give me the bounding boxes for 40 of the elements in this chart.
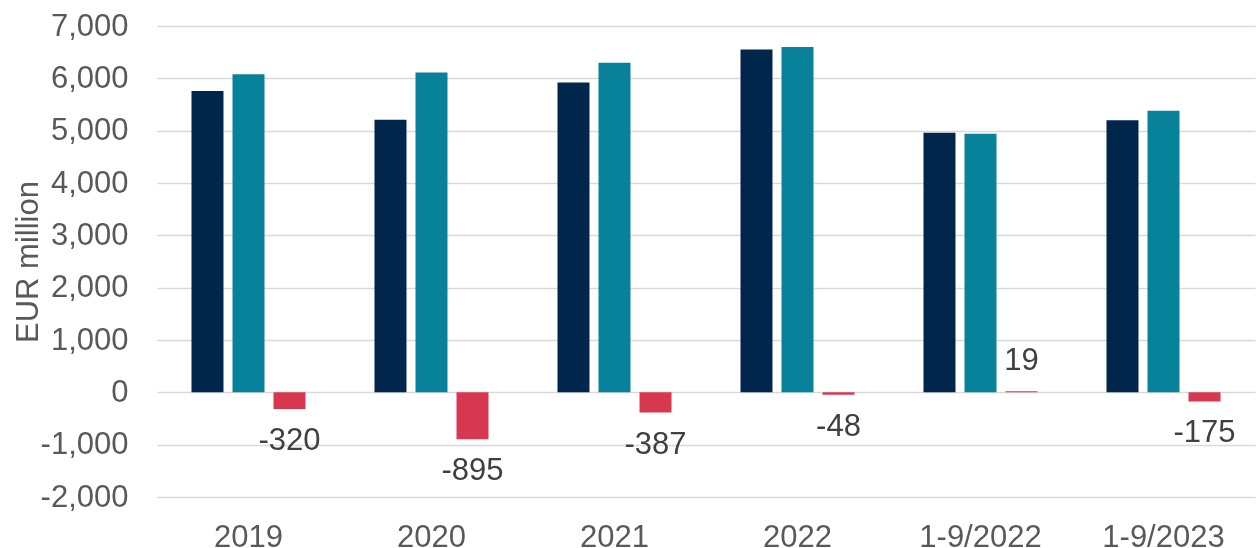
bar <box>964 133 997 393</box>
y-tick-label: 1,000 <box>50 321 129 357</box>
bar <box>191 90 224 393</box>
y-tick-label: 4,000 <box>50 164 129 200</box>
y-tick-label: 6,000 <box>50 59 129 95</box>
x-tick-label: 1-9/2022 <box>919 518 1042 548</box>
bar <box>273 392 306 410</box>
bar <box>557 82 590 393</box>
bar <box>1106 120 1139 393</box>
x-tick-label: 2021 <box>580 518 649 548</box>
data-label: -175 <box>1173 414 1236 450</box>
bar <box>1188 392 1221 402</box>
bar <box>232 74 265 393</box>
y-tick-label: 0 <box>111 373 129 409</box>
x-tick-label: 2019 <box>214 518 283 548</box>
x-tick-label: 1-9/2023 <box>1102 518 1225 548</box>
bar <box>456 392 489 440</box>
data-label: -48 <box>816 407 861 443</box>
x-tick-label: 2022 <box>763 518 832 548</box>
bar <box>598 62 631 393</box>
bar <box>923 132 956 393</box>
y-tick-label: 2,000 <box>50 269 129 305</box>
bar <box>1147 110 1180 393</box>
y-tick-label: -1,000 <box>40 426 129 462</box>
bar <box>740 49 773 393</box>
y-tick-label: 3,000 <box>50 216 129 252</box>
bar <box>781 46 814 393</box>
y-tick-label: 7,000 <box>50 7 129 43</box>
y-tick-label: -2,000 <box>40 478 129 514</box>
bar <box>639 392 672 413</box>
y-axis-title: EUR million <box>9 181 45 343</box>
bar <box>822 392 855 395</box>
data-label: -895 <box>441 452 504 488</box>
data-label: 19 <box>1004 342 1039 378</box>
data-label: -320 <box>258 422 321 458</box>
y-tick-label: 5,000 <box>50 112 129 148</box>
bar <box>374 119 407 393</box>
bar <box>415 72 448 393</box>
data-label: -387 <box>624 425 687 461</box>
x-tick-label: 2020 <box>397 518 466 548</box>
